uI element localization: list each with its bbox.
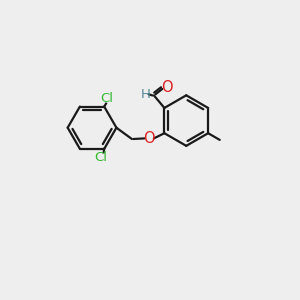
Text: O: O <box>160 80 172 94</box>
Text: Cl: Cl <box>94 151 107 164</box>
Text: O: O <box>143 131 155 146</box>
Text: H: H <box>141 88 151 101</box>
Text: Cl: Cl <box>100 92 113 105</box>
